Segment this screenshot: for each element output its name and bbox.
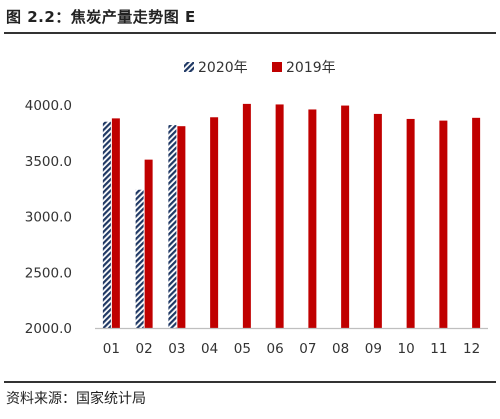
y-tick-label: 2000.0 xyxy=(25,321,72,337)
bar-2019-04 xyxy=(210,117,219,328)
x-tick-label: 01 xyxy=(103,341,120,357)
y-tick-label: 4000.0 xyxy=(25,98,72,114)
legend-swatch xyxy=(272,62,282,72)
x-tick-label: 08 xyxy=(332,341,349,357)
bar-2020-02 xyxy=(135,189,144,328)
x-tick-label: 10 xyxy=(398,341,415,357)
bar-2019-05 xyxy=(242,103,251,328)
source-note: 资料来源：国家统计局 xyxy=(6,391,146,407)
bar-2020-03 xyxy=(168,125,177,328)
y-tick-label: 2500.0 xyxy=(25,265,72,281)
chart-legend: 2020年 2019年 xyxy=(184,60,336,76)
legend-label: 2019年 xyxy=(286,60,336,76)
chart-title: 图 2.2：焦炭产量走势图 E xyxy=(6,8,196,26)
x-tick-label: 04 xyxy=(201,341,218,357)
x-tick-label: 11 xyxy=(430,341,447,357)
bar-2019-03 xyxy=(177,126,186,328)
x-axis: 01 02 03 04 05 06 07 08 09 10 11 12 xyxy=(95,327,488,357)
bar-2019-01 xyxy=(111,118,120,328)
bar-2019-09 xyxy=(373,113,382,328)
legend-label: 2020年 xyxy=(198,60,248,76)
x-tick-label: 07 xyxy=(299,341,316,357)
y-tick-label: 3000.0 xyxy=(25,210,72,226)
bar-2019-08 xyxy=(341,105,350,329)
legend-swatch xyxy=(184,62,194,72)
bar-2019-11 xyxy=(439,120,448,328)
x-tick-label: 03 xyxy=(168,341,185,357)
bars-group xyxy=(102,103,481,329)
x-tick-label: 09 xyxy=(365,341,382,357)
bar-2020-01 xyxy=(102,121,111,328)
title-divider xyxy=(4,32,496,34)
bar-2019-02 xyxy=(144,159,153,328)
bar-2019-12 xyxy=(472,117,481,328)
x-tick-label: 02 xyxy=(136,341,153,357)
x-tick-label: 05 xyxy=(234,341,251,357)
bar-2019-07 xyxy=(308,109,317,329)
y-tick-label: 3500.0 xyxy=(25,154,72,170)
bar-2019-10 xyxy=(406,118,415,328)
x-tick-label: 06 xyxy=(267,341,284,357)
x-tick-label: 12 xyxy=(463,341,480,357)
y-axis: 2000.0 2500.0 3000.0 3500.0 4000.0 xyxy=(25,98,72,337)
source-divider xyxy=(4,381,496,383)
bar-2019-06 xyxy=(275,104,284,328)
